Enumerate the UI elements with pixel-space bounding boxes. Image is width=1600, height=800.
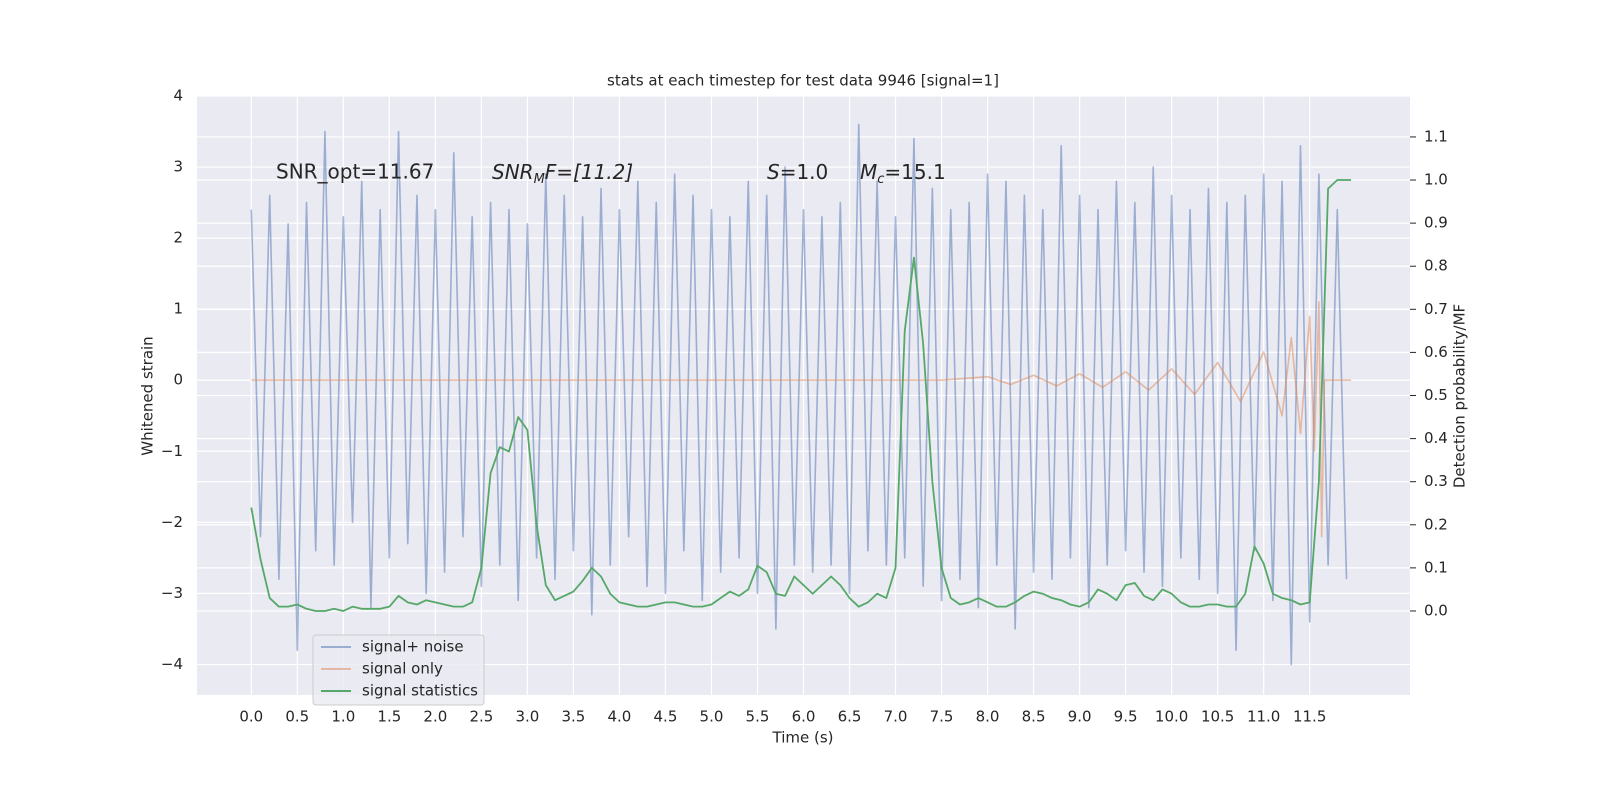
x-tick-label: 9.0: [1068, 708, 1092, 726]
x-tick-label: 8.0: [976, 708, 1000, 726]
annotation: SNR_opt=11.67: [276, 160, 434, 184]
annotation-part: F=[11.2]: [545, 160, 633, 184]
x-tick-label: 4.0: [608, 708, 632, 726]
x-tick-label: 9.5: [1114, 708, 1138, 726]
annotation-part: M: [534, 172, 545, 187]
y-tick-label: 3: [173, 158, 183, 176]
x-tick-label: 5.5: [746, 708, 770, 726]
y2-axis-label: Detection probability/MF: [1451, 304, 1469, 488]
y2-tick-label: 0.6: [1424, 343, 1448, 361]
x-tick-label: 6.5: [838, 708, 862, 726]
y-axis-label: Whitened strain: [139, 336, 157, 455]
x-tick-label: 0.0: [239, 708, 263, 726]
annotation-part: M: [860, 160, 877, 184]
x-tick-label: 0.5: [285, 708, 309, 726]
x-tick-label: 1.0: [331, 708, 355, 726]
x-tick-label: 1.5: [377, 708, 401, 726]
x-tick-label: 2.5: [469, 708, 493, 726]
annotation: S=1.0: [767, 160, 828, 184]
lines: [250, 123, 1352, 666]
y2-tick-label: 1.1: [1424, 127, 1448, 145]
series-line: [250, 123, 1348, 666]
series-line: [251, 301, 1352, 538]
annotation: SNRMF=[11.2]: [492, 160, 633, 187]
x-tick-label: 10.5: [1201, 708, 1234, 726]
x-tick-label: 4.5: [654, 708, 678, 726]
annotation-part: SNR: [492, 160, 534, 184]
y2-tick-label: 0.2: [1424, 515, 1448, 533]
annotation-part: c: [877, 172, 884, 187]
series-line: [250, 179, 1352, 612]
annotation-part: S: [767, 160, 780, 184]
y2-tick-label: 0.5: [1424, 386, 1448, 404]
y2-tick-label: 0.7: [1424, 300, 1448, 318]
y2-tick-label: 1.0: [1424, 171, 1448, 189]
x-tick-label: 10.0: [1155, 708, 1188, 726]
legend-label: signal statistics: [362, 682, 478, 700]
x-tick-label: 6.0: [792, 708, 816, 726]
annotation: Mc=15.1: [860, 160, 946, 187]
y-tick-label: −3: [161, 584, 183, 602]
y-tick-label: −2: [161, 513, 183, 531]
x-tick-label: 2.0: [423, 708, 447, 726]
y-tick-label: 0: [173, 371, 183, 389]
y-tick-label: 1: [173, 300, 183, 318]
y2-tick-label: 0.4: [1424, 429, 1448, 447]
x-tick-label: 5.0: [700, 708, 724, 726]
annotation-part: =1.0: [780, 160, 829, 184]
annotation-part: =15.1: [884, 160, 945, 184]
chart-title: stats at each timestep for test data 994…: [607, 72, 999, 90]
y-tick-label: −4: [161, 655, 183, 673]
x-tick-label: 11.0: [1247, 708, 1280, 726]
y2-tick-label: 0.1: [1424, 558, 1448, 576]
y2-tick-label: 0.0: [1424, 601, 1448, 619]
x-tick-label: 7.0: [884, 708, 908, 726]
y2-tick-label: 0.8: [1424, 257, 1448, 275]
legend-label: signal only: [362, 660, 443, 678]
x-tick-label: 3.0: [515, 708, 539, 726]
y-tick-label: −1: [161, 442, 183, 460]
y-tick-label: 4: [173, 87, 183, 105]
y2-tick-label: 0.9: [1424, 214, 1448, 232]
x-tick-label: 7.5: [930, 708, 954, 726]
x-tick-label: 11.5: [1293, 708, 1326, 726]
x-tick-label: 3.5: [561, 708, 585, 726]
grid: [197, 95, 1410, 695]
x-tick-label: 8.5: [1022, 708, 1046, 726]
x-axis-label: Time (s): [772, 729, 834, 747]
y-tick-label: 2: [173, 229, 183, 247]
labels: 0.0 0.5 1.0 1.5 2.0 2.5 3.0 3.5 4.0 4.5 5.0 5.5 6.0 6…: [161, 87, 1448, 726]
legend-label: signal+ noise: [362, 638, 464, 656]
legend: signal+ noise signal only signal statistic…: [312, 634, 485, 706]
legend-box: [312, 634, 485, 706]
y2-tick-label: 0.3: [1424, 472, 1448, 490]
